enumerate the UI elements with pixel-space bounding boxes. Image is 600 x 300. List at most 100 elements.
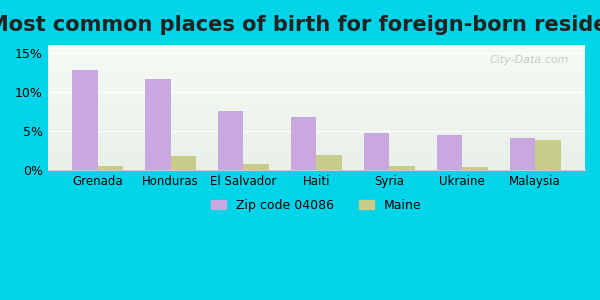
Bar [48,59,585,60]
Bar [244,164,269,170]
Bar [48,52,585,54]
Bar [48,136,585,138]
Bar [48,140,585,141]
Bar [48,65,585,66]
Bar [48,138,585,139]
Bar [48,74,585,75]
Bar [48,82,585,84]
Bar [48,125,585,126]
Bar [48,159,585,160]
Bar [48,88,585,89]
Bar [48,164,585,165]
Bar [364,133,389,170]
Bar [48,143,585,144]
Bar [48,90,585,91]
Bar [48,146,585,148]
Bar [48,145,585,146]
Bar [48,68,585,69]
Bar [291,117,316,170]
Bar [48,70,585,71]
Bar [48,109,585,110]
Bar [48,76,585,77]
Bar [48,129,585,130]
Bar [48,71,585,73]
Bar [48,91,585,92]
Bar [509,138,535,170]
Bar [48,85,585,86]
Bar [48,144,585,145]
Bar [316,154,342,170]
Bar [48,134,585,135]
Bar [48,69,585,70]
Bar [48,141,585,143]
Bar [48,155,585,156]
Bar [48,161,585,163]
Bar [48,105,585,106]
Bar [48,96,585,98]
Bar [48,92,585,94]
Bar [48,135,585,136]
Bar [48,49,585,50]
Bar [48,139,585,140]
Bar [48,160,585,161]
Bar [48,75,585,76]
Bar [48,128,585,129]
Bar [48,99,585,100]
Bar [48,104,585,105]
Bar [218,111,244,170]
Bar [48,111,585,112]
Bar [48,106,585,108]
Bar [48,152,585,153]
Bar [48,101,585,103]
Legend: Zip code 04086, Maine: Zip code 04086, Maine [206,194,427,217]
Bar [48,165,585,166]
Bar [48,148,585,149]
Bar [48,51,585,52]
Bar [48,66,585,68]
Bar [48,163,585,164]
Bar [48,98,585,99]
Bar [48,94,585,95]
Bar [48,167,585,168]
Bar [48,126,585,128]
Bar [48,56,585,57]
Bar [48,130,585,131]
Bar [48,153,585,154]
Bar [48,46,585,47]
Bar [48,64,585,65]
Bar [48,86,585,88]
Bar [48,73,585,74]
Bar [48,116,585,118]
Bar [48,133,585,134]
Text: City-Data.com: City-Data.com [490,55,569,65]
Bar [48,45,585,46]
Bar [48,47,585,49]
Bar [48,158,585,159]
Bar [48,149,585,150]
Bar [48,89,585,90]
Bar [48,112,585,114]
Bar [48,114,585,115]
Bar [48,123,585,124]
Bar [535,140,560,170]
Bar [48,80,585,81]
Bar [48,62,585,64]
Bar [48,54,585,55]
Bar [48,169,585,170]
Bar [72,70,98,170]
Bar [48,115,585,116]
Bar [98,166,123,170]
Bar [48,100,585,101]
Bar [48,131,585,133]
Bar [48,150,585,152]
Bar [48,57,585,59]
Bar [48,95,585,96]
Bar [48,120,585,121]
Bar [170,156,196,170]
Bar [437,135,462,170]
Bar [48,84,585,85]
Bar [389,166,415,170]
Bar [48,103,585,104]
Bar [48,121,585,123]
Bar [48,81,585,83]
